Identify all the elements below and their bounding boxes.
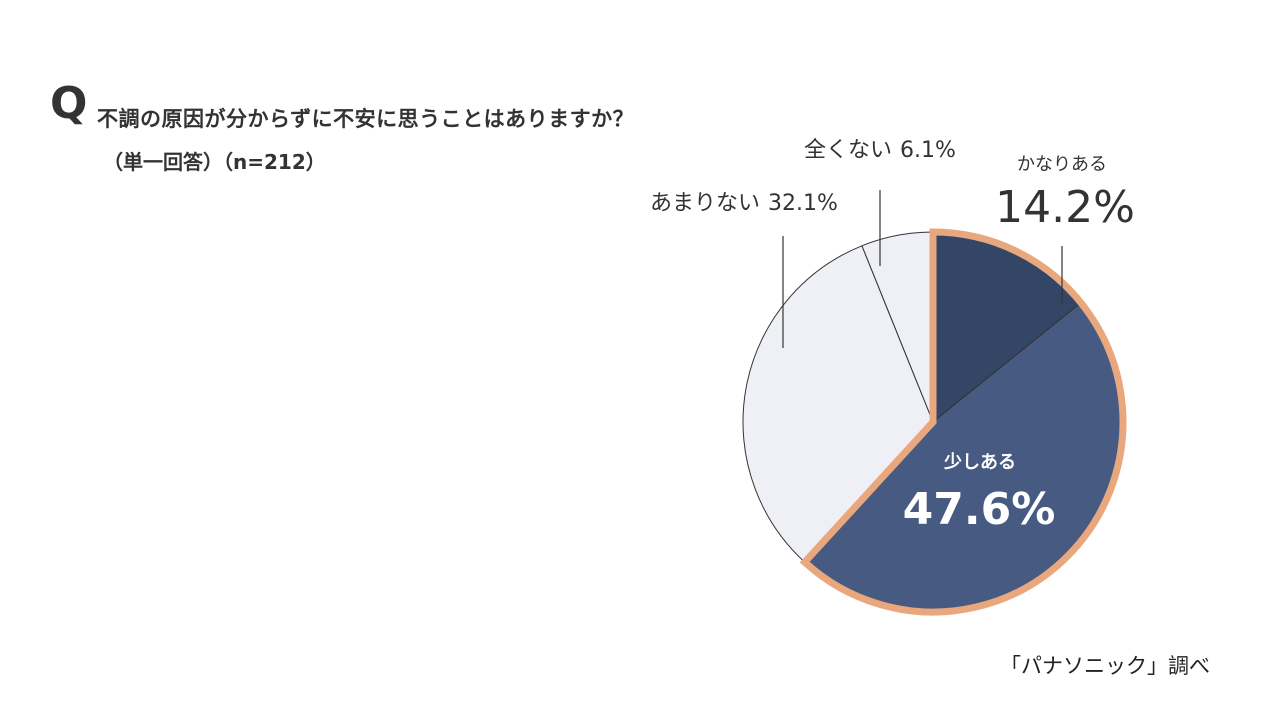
q-mark: Q [50, 78, 88, 129]
slice-value-mattaku: 6.1% [900, 138, 956, 163]
pie-slices [742, 231, 1124, 613]
question-text: 不調の原因が分からずに不安に思うことはありますか？ [97, 107, 635, 131]
slice-label-sukoshi: 少しある [943, 452, 1016, 473]
slice-label-amari: あまりない [650, 191, 760, 216]
pie-slice-2 [742, 245, 934, 563]
slice-value-sukoshi: 47.6% [903, 484, 1056, 535]
slice-value-kanari: 14.2% [995, 182, 1135, 233]
slice-value-amari: 32.1% [768, 191, 838, 216]
slice-label-mattaku: 全くない [804, 138, 892, 163]
slice-label-kanari: かなりある [1017, 154, 1107, 175]
question-subtitle: （単一回答）（n=212） [103, 150, 326, 174]
pie-highlight-border [799, 228, 1127, 616]
highlight-outline [799, 228, 1127, 616]
slice-labels: かなりある 14.2% 少しある 47.6% あまりない 32.1% 全くない … [650, 138, 1135, 535]
source-credit: 「パナソニック」調べ [1000, 654, 1210, 678]
leader-lines [782, 190, 1063, 348]
